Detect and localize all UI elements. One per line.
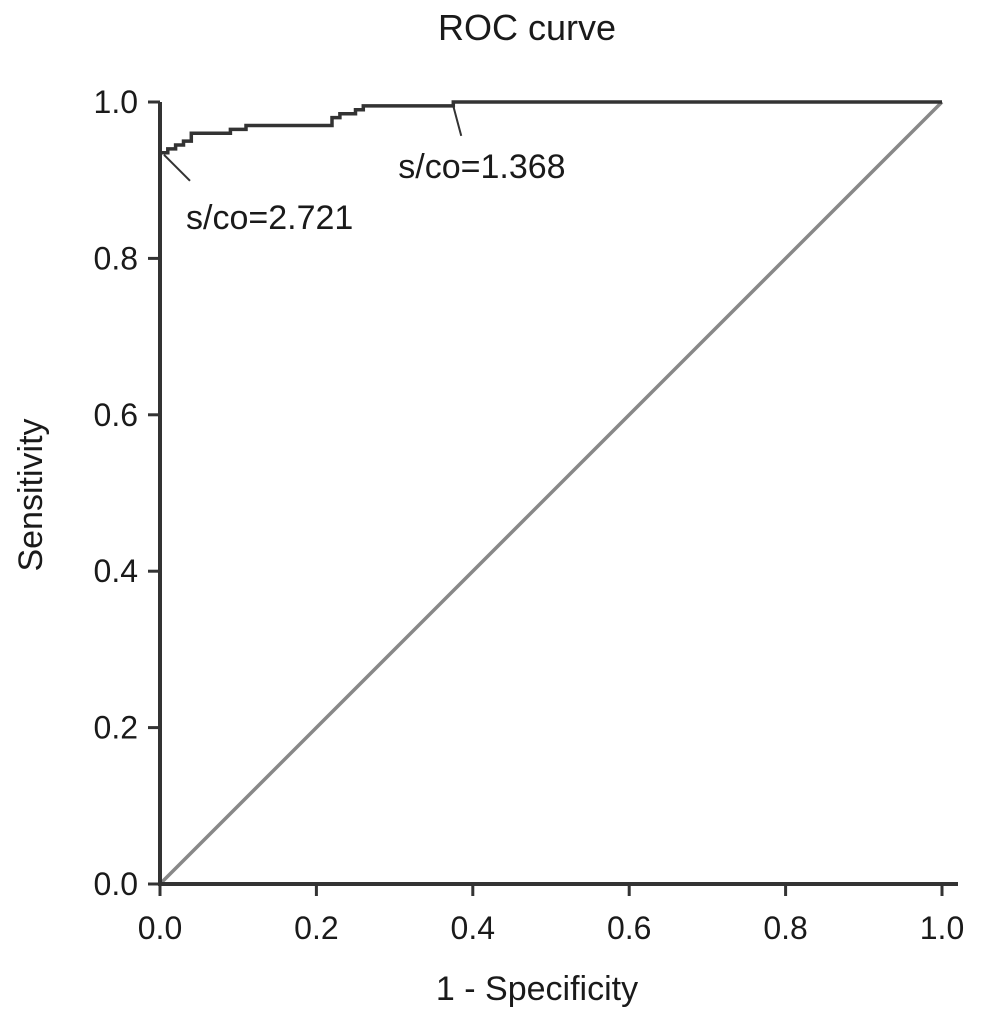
annotation-1368: s/co=1.368: [398, 148, 565, 186]
x-tick-label: 0.0: [138, 910, 182, 946]
annotation-leader-1368: [452, 105, 463, 137]
x-tick-label: 0.6: [607, 910, 651, 946]
annotations: s/co=2.721 s/co=1.368: [163, 105, 566, 237]
y-axis-label: Sensitivity: [12, 418, 50, 571]
y-ticks: 0.0 0.2 0.4 0.6 0.8 1.0: [94, 84, 160, 902]
y-tick-label: 0.8: [94, 240, 138, 276]
y-tick-label: 0.2: [94, 710, 138, 746]
roc-curve-line: [158, 100, 942, 884]
reference-diagonal-line: [158, 100, 944, 886]
y-tick-label: 0.6: [94, 397, 138, 433]
x-ticks: 0.0 0.2 0.4 0.6 0.8 1.0: [138, 884, 964, 946]
plot-series: [158, 100, 944, 886]
x-tick-label: 0.4: [451, 910, 495, 946]
annotation-leader-2721: [163, 154, 191, 182]
x-tick-label: 0.2: [294, 910, 338, 946]
y-tick-label: 0.0: [94, 866, 138, 902]
axes: [158, 102, 958, 886]
y-tick-label: 1.0: [94, 84, 138, 120]
x-tick-label: 0.8: [763, 910, 807, 946]
x-axis-label: 1 - Specificity: [436, 970, 638, 1008]
x-tick-label: 1.0: [920, 910, 964, 946]
annotation-2721: s/co=2.721: [186, 199, 353, 237]
y-tick-label: 0.4: [94, 553, 138, 589]
chart-title: ROC curve: [438, 7, 616, 48]
